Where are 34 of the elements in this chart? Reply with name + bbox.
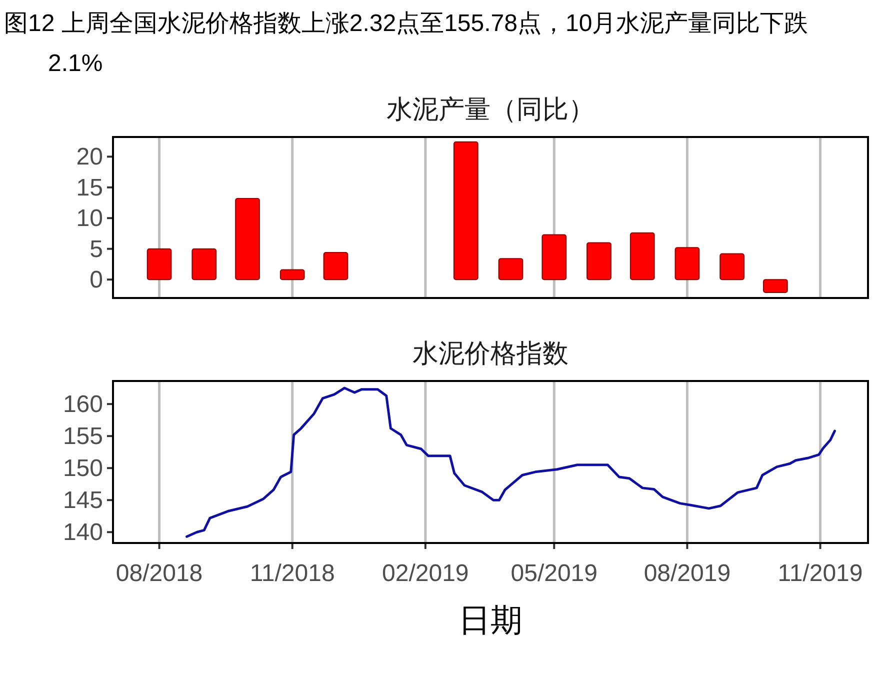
x-tick-label: 08/2018 <box>116 560 203 587</box>
bar <box>720 253 744 280</box>
bar <box>280 269 305 280</box>
y-tick-label: 155 <box>62 423 103 450</box>
x-tick-label: 02/2019 <box>382 560 469 587</box>
y-tick-label: 10 <box>76 205 103 232</box>
y-tick-label: 160 <box>62 391 103 418</box>
x-tick-label: 11/2019 <box>778 560 863 587</box>
bar <box>674 247 700 280</box>
bar <box>498 258 524 280</box>
bar <box>586 242 612 280</box>
x-tick-label: 11/2018 <box>250 560 335 587</box>
x-tick-label: 05/2019 <box>510 560 598 587</box>
bar <box>453 141 478 280</box>
bar <box>630 232 655 280</box>
y-tick-label: 20 <box>76 144 103 171</box>
bar <box>763 279 788 293</box>
bar <box>146 248 172 280</box>
x-axis-title: 日期 <box>458 601 522 639</box>
y-tick-label: 5 <box>90 236 103 263</box>
y-tick-label: 0 <box>90 266 103 294</box>
bar <box>323 252 348 280</box>
bar <box>542 234 567 280</box>
x-tick-label: 08/2019 <box>644 560 731 587</box>
y-tick-label: 15 <box>76 174 103 202</box>
y-tick-label: 140 <box>62 519 103 546</box>
bar <box>235 198 260 280</box>
y-tick-label: 150 <box>62 455 103 482</box>
chart-subtitle: 水泥产量（同比） <box>386 94 594 124</box>
y-tick-label: 145 <box>62 487 103 514</box>
line-series <box>186 386 836 538</box>
chart-title: 图12 上周全国水泥价格指数上涨2.32点至155.78点，10月水泥产量同比下跌2.1% <box>4 9 810 79</box>
bar <box>192 248 217 280</box>
chart-title: 水泥价格指数 <box>412 338 568 368</box>
